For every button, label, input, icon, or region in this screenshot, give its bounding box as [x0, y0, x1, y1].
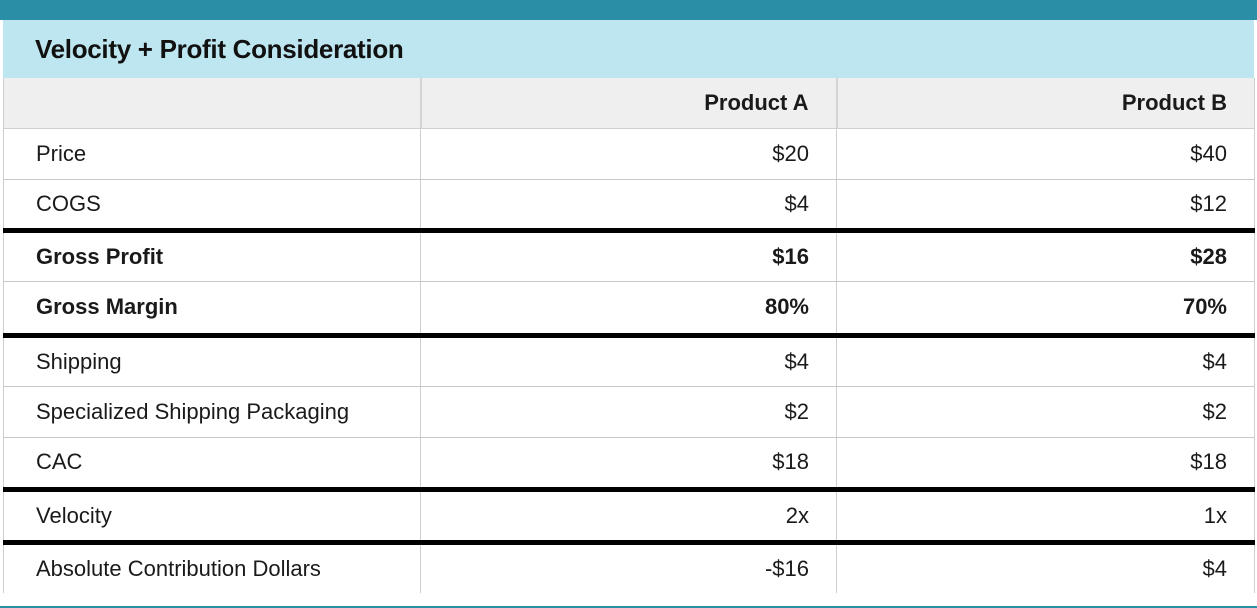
header-product-a: Product A — [420, 78, 838, 129]
table-row-price: Price $20 $40 — [3, 128, 1255, 180]
row-label: Specialized Shipping Packaging — [3, 386, 421, 438]
product-b-value: $4 — [836, 542, 1255, 593]
product-a-value: $4 — [420, 179, 837, 233]
product-a-value: -$16 — [420, 542, 837, 593]
product-a-value: 80% — [420, 281, 837, 338]
header-product-b: Product B — [836, 78, 1255, 129]
row-label: CAC — [3, 437, 421, 492]
table-row-cac: CAC $18 $18 — [3, 437, 1255, 492]
table-row-cogs: COGS $4 $12 — [3, 179, 1255, 233]
product-a-value: $16 — [420, 230, 837, 282]
product-b-value: $2 — [836, 386, 1255, 438]
product-a-value: $4 — [420, 335, 837, 387]
product-b-value: 1x — [836, 489, 1255, 545]
row-label: Gross Margin — [3, 281, 421, 338]
product-b-value: $18 — [836, 437, 1255, 492]
product-a-value: $18 — [420, 437, 837, 492]
product-a-value: $2 — [420, 386, 837, 438]
table-row-velocity: Velocity 2x 1x — [3, 489, 1255, 545]
header-blank-cell — [3, 78, 422, 129]
table-title: Velocity + Profit Consideration — [35, 33, 404, 64]
product-a-value: $20 — [420, 128, 837, 180]
product-b-value: $12 — [836, 179, 1255, 233]
product-a-value: 2x — [420, 489, 837, 545]
table-row-shipping: Shipping $4 $4 — [3, 335, 1255, 387]
row-label: Gross Profit — [3, 230, 421, 282]
product-b-value: $28 — [836, 230, 1255, 282]
product-b-value: 70% — [836, 281, 1255, 338]
table-row-specialized-shipping-packaging: Specialized Shipping Packaging $2 $2 — [3, 386, 1255, 438]
table-row-gross-profit: Gross Profit $16 $28 — [3, 230, 1255, 282]
table-row-gross-margin: Gross Margin 80% 70% — [3, 281, 1255, 338]
row-label: Absolute Contribution Dollars — [3, 542, 421, 593]
title-bar: Velocity + Profit Consideration — [3, 20, 1254, 78]
row-label: COGS — [3, 179, 421, 233]
row-label: Velocity — [3, 489, 421, 545]
comparison-table: Product A Product B Price $20 $40 COGS $… — [3, 78, 1255, 593]
product-b-value: $4 — [836, 335, 1255, 387]
header-row: Product A Product B — [3, 78, 1255, 129]
product-b-value: $40 — [836, 128, 1255, 180]
row-label: Shipping — [3, 335, 421, 387]
table-row-absolute-contribution-dollars: Absolute Contribution Dollars -$16 $4 — [3, 542, 1255, 593]
row-label: Price — [3, 128, 421, 180]
